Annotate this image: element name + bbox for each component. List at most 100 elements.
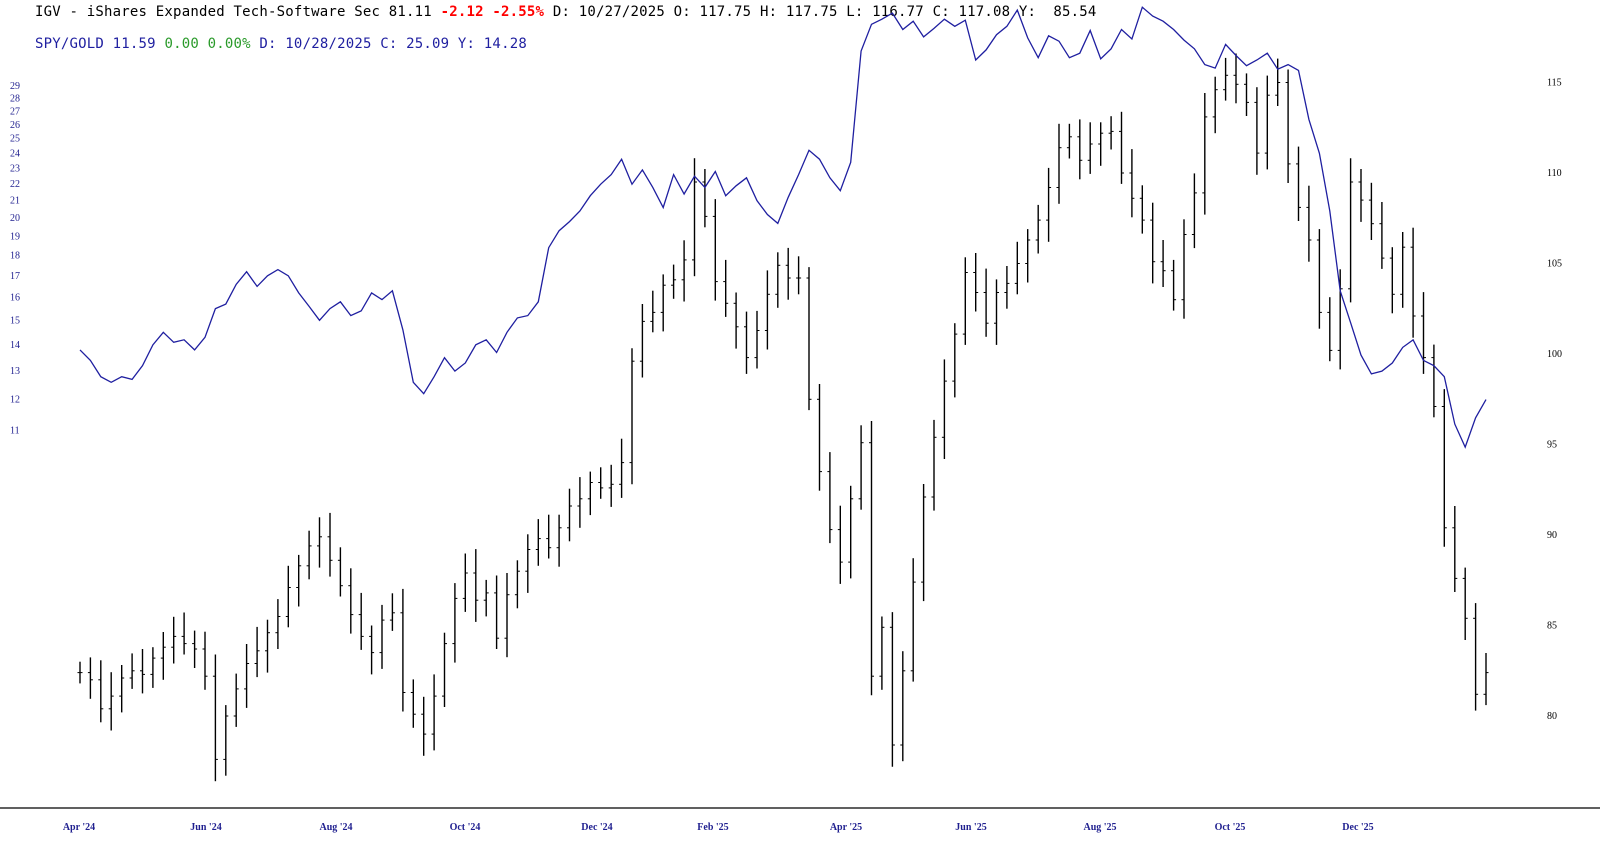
ohlc-bar [733, 292, 739, 349]
left-tick-label: 20 [10, 213, 20, 224]
secondary-change: 0.00 [164, 36, 199, 52]
ohlc-bar [1431, 344, 1437, 418]
left-tick-label: 14 [10, 340, 20, 351]
ohlc-bar [660, 274, 666, 332]
ohlc-bar [587, 471, 593, 516]
ohlc-bar [1160, 240, 1166, 287]
ohlc-bar [598, 467, 604, 499]
ohlc-bar [119, 665, 125, 713]
ohlc-bar [879, 616, 885, 690]
ohlc-bar [1389, 247, 1395, 314]
x-tick-label: Aug '24 [319, 822, 352, 833]
ohlc-bar [140, 649, 145, 694]
x-tick-label: Apr '25 [830, 822, 862, 833]
ohlc-bar [494, 575, 500, 649]
ohlc-bar [827, 452, 833, 544]
left-tick-label: 15 [10, 315, 20, 326]
left-tick-label: 22 [10, 179, 20, 190]
ohlc-bar [348, 568, 354, 634]
ohlc-bar [337, 547, 343, 597]
x-tick-label: Oct '24 [450, 822, 481, 833]
ohlc-bar [1077, 119, 1083, 180]
left-tick-label: 23 [10, 163, 20, 174]
right-tick-label: 105 [1547, 259, 1562, 270]
ohlc-bar [712, 199, 718, 301]
ohlc-bar [192, 630, 198, 668]
ohlc-bar [837, 505, 843, 584]
ohlc-bar [1296, 146, 1301, 221]
left-tick-label: 27 [10, 106, 20, 117]
x-tick-label: Apr '24 [63, 822, 95, 833]
ohlc-bar [1337, 269, 1343, 370]
ohlc-bar [941, 359, 947, 459]
ohlc-bar [692, 158, 697, 277]
ohlc-bar [1327, 297, 1333, 362]
x-tick-label: Feb '25 [697, 822, 728, 833]
ohlc-bar [77, 661, 83, 684]
ohlc-bar [723, 259, 729, 317]
ohlc-bar [442, 632, 447, 707]
ohlc-bar [1150, 202, 1156, 284]
ohlc-bar [1212, 76, 1218, 134]
ohlc-bar [1275, 58, 1281, 106]
right-tick-label: 85 [1547, 621, 1557, 632]
ohlc-bar [150, 647, 156, 688]
ohlc-bar [785, 247, 791, 300]
ohlc-bar [1129, 149, 1135, 218]
ohlc-bar [1473, 603, 1479, 711]
ohlc-bar [1400, 232, 1406, 308]
ohlc-bar [577, 477, 583, 528]
left-tick-label: 12 [10, 395, 20, 406]
ohlc-bar [1139, 185, 1145, 234]
ohlc-bar [858, 425, 864, 510]
x-tick-label: Dec '25 [1342, 822, 1373, 833]
ohlc-bar [1181, 219, 1187, 319]
left-tick-label: 11 [10, 426, 20, 437]
ohlc-bar [1306, 185, 1312, 262]
ohlc-bar [900, 651, 906, 762]
ohlc-bar [98, 660, 104, 723]
ohlc-bar [639, 304, 645, 378]
ohlc-bar [650, 290, 656, 333]
ohlc-bar [1233, 53, 1239, 104]
secondary-quote-header: SPY/GOLD 11.59 0.00 0.00% D: 10/28/2025 … [35, 36, 527, 52]
right-tick-label: 95 [1547, 440, 1557, 451]
secondary-symbol: SPY/GOLD [35, 36, 105, 52]
ohlc-bar [983, 268, 989, 337]
primary-change: -2.12 [440, 4, 484, 20]
ohlc-bar [473, 549, 479, 622]
ohlc-bar [702, 169, 708, 228]
ohlc-bar [1452, 506, 1458, 592]
ohlc-bar [1379, 202, 1385, 269]
left-tick-label: 17 [10, 271, 20, 282]
ohlc-bar [681, 240, 687, 302]
right-tick-label: 110 [1547, 168, 1562, 179]
ohlc-bar [202, 631, 208, 690]
ohlc-bar [514, 560, 520, 609]
ohlc-bar [629, 348, 635, 485]
ohlc-bar [504, 573, 510, 658]
ohlc-bar [1264, 75, 1270, 170]
ohlc-bar [889, 612, 895, 767]
ohlc-bar [1098, 122, 1104, 166]
ohlc-bar [848, 485, 854, 579]
ohlc-bar [1244, 73, 1249, 116]
ohlc-bar [1462, 567, 1468, 640]
ohlc-bar [869, 421, 874, 696]
left-tick-label: 19 [10, 231, 20, 242]
ohlc-bar [619, 438, 625, 498]
left-tick-label: 29 [10, 81, 20, 92]
ohlc-bar [1108, 116, 1114, 150]
primary-symbol-desc: IGV - iShares Expanded Tech-Software Sec [35, 4, 381, 20]
ohlc-bar [233, 673, 239, 727]
ohlc-bar [1202, 93, 1208, 215]
ohlc-bar [431, 674, 437, 751]
ohlc-bar [410, 679, 416, 728]
ohlc-bar [775, 252, 781, 308]
primary-last: 81.11 [388, 4, 432, 20]
ohlc-bar [1368, 182, 1374, 240]
ohlc-bar [317, 517, 322, 568]
ohlc-bar [671, 264, 677, 299]
primary-low: L: 116.77 [846, 4, 924, 20]
